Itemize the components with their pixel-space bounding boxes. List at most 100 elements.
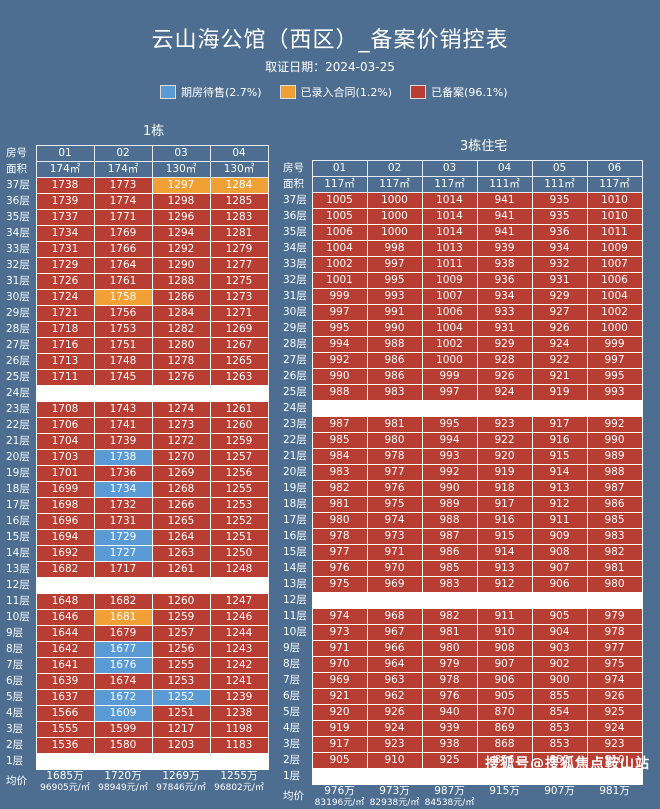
floor-label: 36层 xyxy=(283,209,312,225)
price-cell: 978 xyxy=(312,529,367,545)
price-cell xyxy=(532,401,587,417)
price-cell xyxy=(367,401,422,417)
price-cell: 941 xyxy=(477,225,532,241)
floor-label: 1层 xyxy=(6,754,36,770)
floor-label: 7层 xyxy=(6,658,36,674)
price-cell: 1271 xyxy=(210,306,268,322)
price-cell: 1736 xyxy=(94,466,152,482)
floor-label: 26层 xyxy=(6,354,36,370)
price-cell: 966 xyxy=(367,641,422,657)
price-cell: 1002 xyxy=(587,305,642,321)
price-cell: 913 xyxy=(532,481,587,497)
price-cell: 1002 xyxy=(312,257,367,273)
floor-label: 10层 xyxy=(6,610,36,626)
price-cell: 1011 xyxy=(422,257,477,273)
floor-label: 12层 xyxy=(283,593,312,609)
price-cell: 1701 xyxy=(36,466,94,482)
floor-label: 18层 xyxy=(283,497,312,513)
price-cell: 971 xyxy=(312,641,367,657)
price-cell: 910 xyxy=(367,753,422,769)
price-cell: 1270 xyxy=(152,450,210,466)
floor-label: 11层 xyxy=(283,609,312,625)
price-cell: 971 xyxy=(367,545,422,561)
price-cell: 975 xyxy=(312,577,367,593)
floor-row: 12层 xyxy=(283,593,642,609)
price-cell: 992 xyxy=(587,417,642,433)
floor-label: 27层 xyxy=(283,353,312,369)
price-cell: 976 xyxy=(367,481,422,497)
price-cell: 983 xyxy=(367,385,422,401)
price-cell: 978 xyxy=(587,625,642,641)
price-cell: 931 xyxy=(477,321,532,337)
price-cell: 1698 xyxy=(36,498,94,514)
unit-header: 01 xyxy=(36,146,94,162)
price-cell: 998 xyxy=(367,241,422,257)
price-cell: 981 xyxy=(312,497,367,513)
price-cell: 987 xyxy=(587,481,642,497)
average-total: 987万 xyxy=(422,785,477,797)
price-cell xyxy=(152,754,210,770)
price-cell: 1704 xyxy=(36,434,94,450)
floor-label: 24层 xyxy=(6,386,36,402)
price-cell: 977 xyxy=(587,641,642,657)
price-cell: 999 xyxy=(587,337,642,353)
price-cell: 1246 xyxy=(210,610,268,626)
price-cell: 964 xyxy=(367,657,422,673)
floor-row: 1层 xyxy=(6,754,268,770)
floor-label: 24层 xyxy=(283,401,312,417)
price-cell: 995 xyxy=(312,321,367,337)
price-cell: 1005 xyxy=(312,209,367,225)
price-cell: 1269 xyxy=(152,466,210,482)
price-cell xyxy=(94,386,152,402)
price-cell: 1257 xyxy=(210,450,268,466)
price-cell: 1292 xyxy=(152,242,210,258)
price-cell: 1001 xyxy=(312,273,367,289)
floor-label: 6层 xyxy=(6,674,36,690)
price-cell: 1280 xyxy=(152,338,210,354)
unit-area: 117㎡ xyxy=(367,177,422,193)
price-cell: 1764 xyxy=(94,258,152,274)
price-cell: 1555 xyxy=(36,722,94,738)
price-cell: 926 xyxy=(477,369,532,385)
unit-header: 05 xyxy=(532,161,587,177)
floor-label: 9层 xyxy=(6,626,36,642)
price-cell: 1732 xyxy=(94,498,152,514)
price-cell: 990 xyxy=(422,481,477,497)
price-cell: 1641 xyxy=(36,658,94,674)
price-cell: 973 xyxy=(367,529,422,545)
floor-label: 13层 xyxy=(283,577,312,593)
price-cell: 992 xyxy=(422,465,477,481)
price-cell: 985 xyxy=(422,561,477,577)
price-cell: 1256 xyxy=(210,466,268,482)
price-cell: 916 xyxy=(477,513,532,529)
legend: 期房待售(2.7%)已录入合同(1.2%)已备案(96.1%) xyxy=(160,84,508,100)
price-cell: 1284 xyxy=(152,306,210,322)
price-cell: 1761 xyxy=(94,274,152,290)
price-cell: 853 xyxy=(532,721,587,737)
price-cell: 986 xyxy=(367,353,422,369)
price-cell: 853 xyxy=(532,737,587,753)
price-cell: 1251 xyxy=(210,530,268,546)
price-cell: 1251 xyxy=(152,706,210,722)
price-cell: 984 xyxy=(312,449,367,465)
price-cell: 923 xyxy=(367,737,422,753)
floor-label: 36层 xyxy=(6,194,36,210)
floor-label: 16层 xyxy=(283,529,312,545)
price-cell: 917 xyxy=(477,497,532,513)
floor-label: 35层 xyxy=(283,225,312,241)
price-cell: 1282 xyxy=(152,322,210,338)
